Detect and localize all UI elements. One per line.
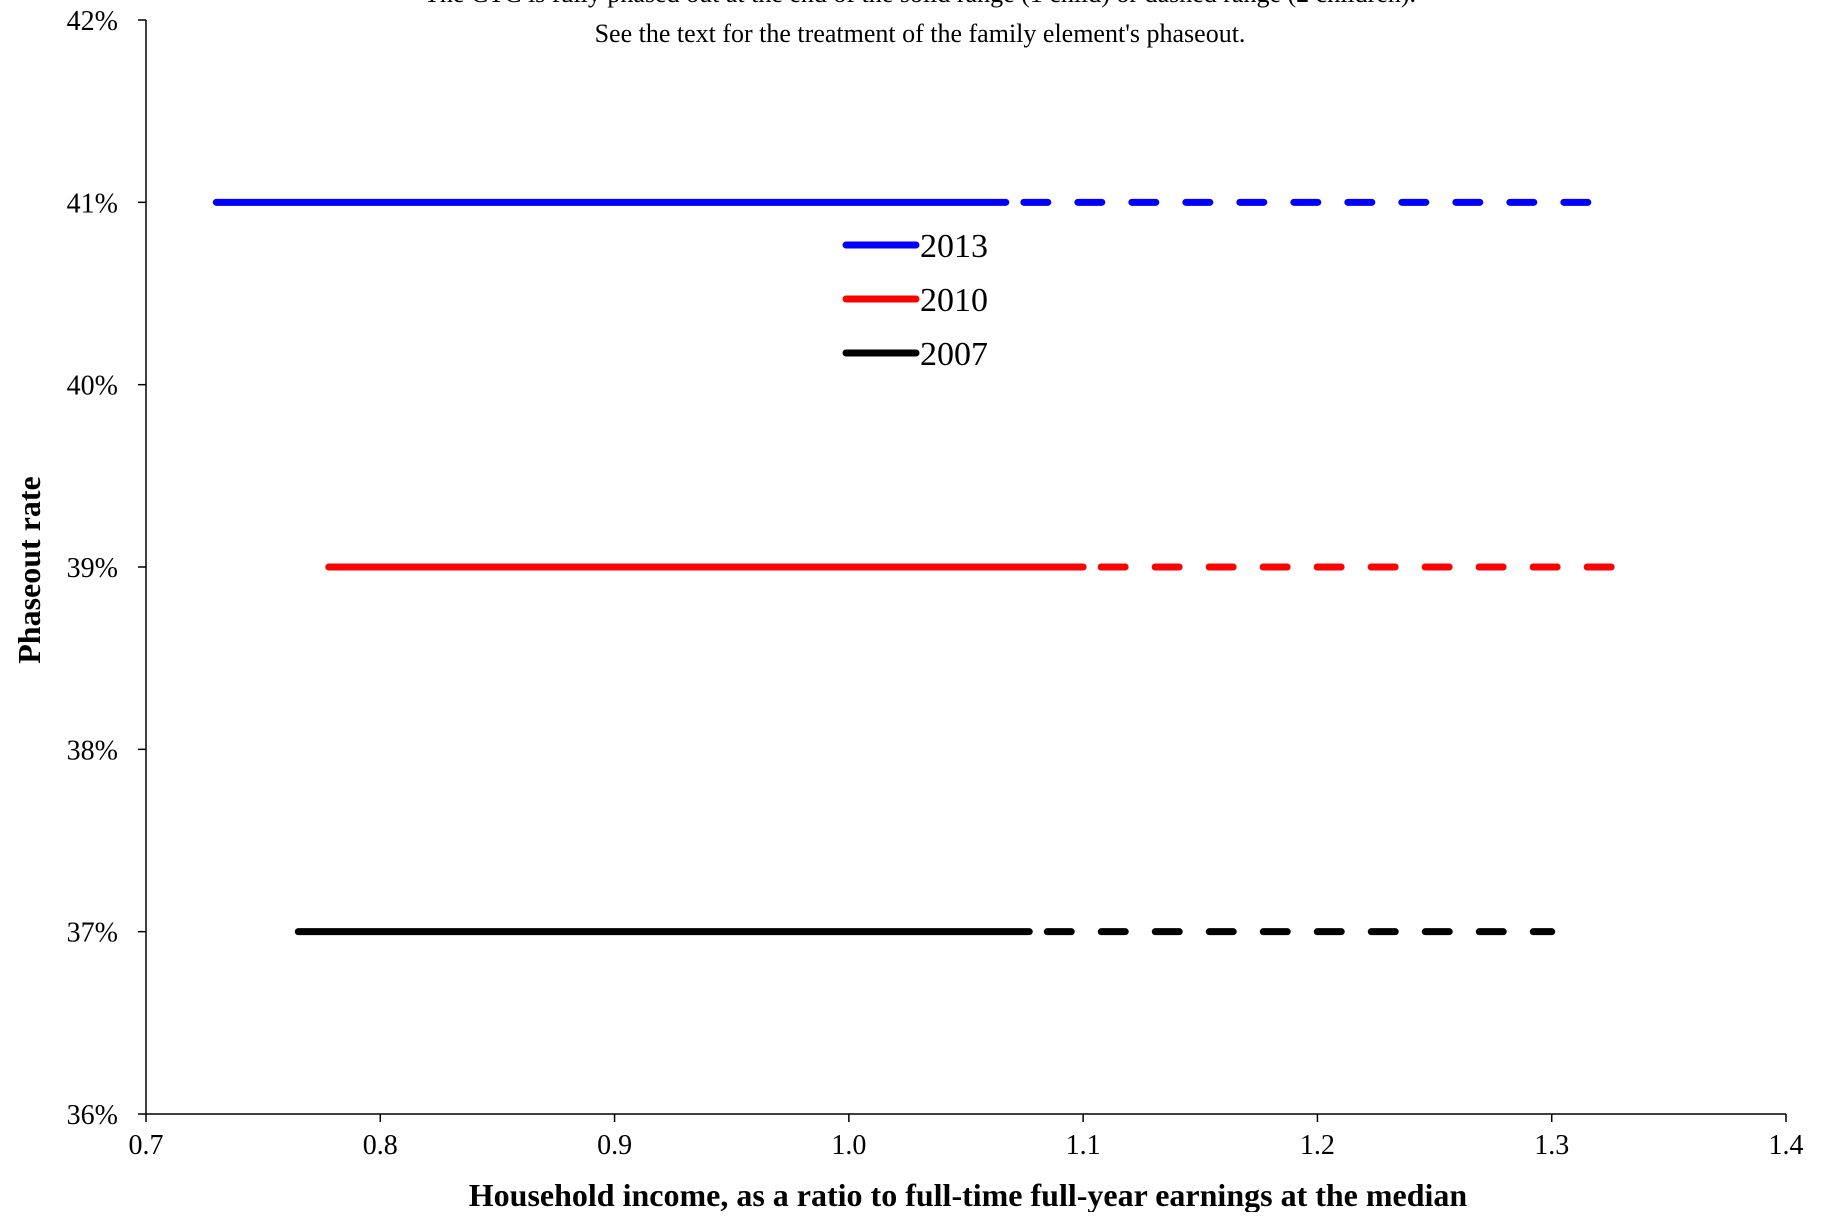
x-tick-label: 1.0 bbox=[831, 1130, 866, 1161]
x-tick-label: 1.4 bbox=[1769, 1130, 1804, 1161]
chart-subtitle: See the text for the treatment of the fa… bbox=[595, 19, 1246, 48]
y-tick-label: 40% bbox=[67, 371, 118, 402]
legend: 2013 2010 2007 bbox=[842, 228, 988, 373]
chart-title: The CTC is fully phased out at the end o… bbox=[424, 0, 1416, 8]
y-axis-ticks: 36% 37% 38% 39% 40% 41% 42% bbox=[67, 6, 146, 1131]
y-tick-label: 37% bbox=[67, 918, 118, 949]
y-tick-label: 39% bbox=[67, 553, 118, 584]
x-axis-title: Household income, as a ratio to full-tim… bbox=[469, 1177, 1468, 1212]
y-axis-title: Phaseout rate bbox=[11, 476, 47, 664]
x-tick-label: 1.1 bbox=[1066, 1130, 1101, 1161]
x-tick-label: 0.8 bbox=[363, 1130, 398, 1161]
legend-label-2010: 2010 bbox=[920, 282, 988, 319]
x-tick-label: 0.9 bbox=[597, 1130, 632, 1161]
y-tick-label: 36% bbox=[67, 1100, 118, 1131]
x-axis-ticks: 0.7 0.8 0.9 1.0 1.1 1.2 1.3 1.4 bbox=[129, 1114, 1804, 1161]
x-tick-label: 1.2 bbox=[1300, 1130, 1335, 1161]
y-tick-label: 42% bbox=[67, 6, 118, 37]
y-tick-label: 38% bbox=[67, 735, 118, 766]
legend-label-2007: 2007 bbox=[920, 336, 988, 373]
x-tick-label: 0.7 bbox=[129, 1130, 164, 1161]
x-tick-label: 1.3 bbox=[1534, 1130, 1569, 1161]
series-lines bbox=[212, 198, 1626, 936]
legend-label-2013: 2013 bbox=[920, 228, 988, 265]
y-tick-label: 41% bbox=[67, 188, 118, 219]
